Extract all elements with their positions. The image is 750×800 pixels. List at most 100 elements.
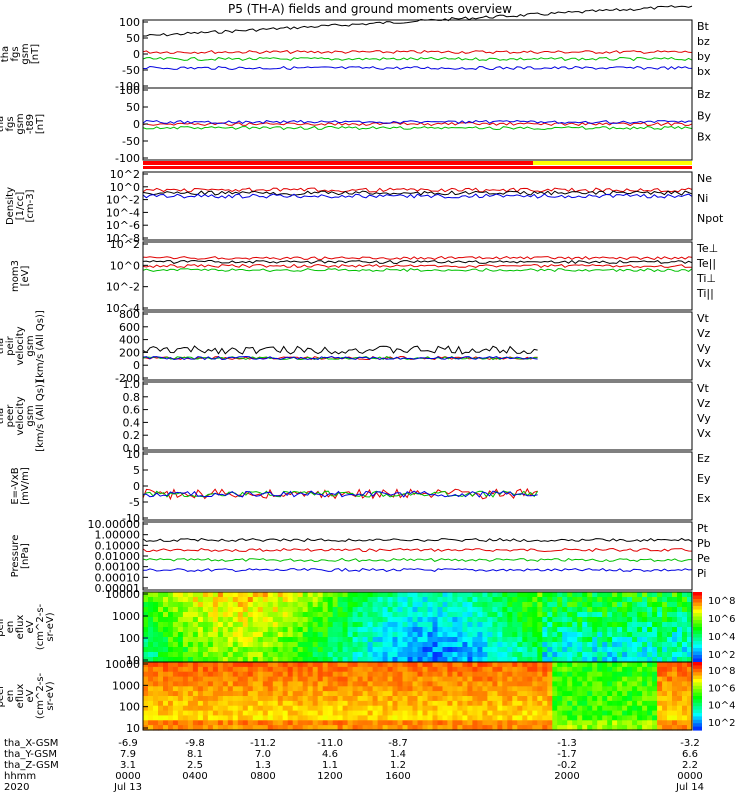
heat-cell <box>502 632 508 638</box>
heat-cell <box>357 647 364 653</box>
heat-cell <box>502 657 508 663</box>
heat-cell <box>507 720 513 726</box>
heat-cell <box>163 642 169 648</box>
heat-cell <box>492 612 498 618</box>
heat-cell <box>227 607 234 613</box>
heat-cell <box>232 657 239 663</box>
heat-cell <box>677 652 683 658</box>
heat-cell <box>492 681 498 687</box>
heat-cell <box>632 637 638 643</box>
heat-cell <box>153 597 159 603</box>
panel-frame <box>142 521 693 591</box>
heat-cell <box>417 632 424 638</box>
heat-cell <box>552 691 558 697</box>
heat-cell <box>647 710 653 717</box>
heat-cell <box>272 710 279 717</box>
heat-cell <box>507 607 513 613</box>
heat-cell <box>332 607 339 613</box>
heat-cell <box>482 642 488 648</box>
heat-cell <box>607 617 613 623</box>
heat-cell <box>667 671 673 678</box>
heat-cell <box>472 622 478 628</box>
heat-cell <box>652 686 658 692</box>
heat-cell <box>217 725 224 731</box>
heat-cell <box>347 662 354 668</box>
heat-cell <box>552 642 558 648</box>
heat-cell <box>237 662 244 668</box>
heat-cell <box>437 612 444 618</box>
heat-cell <box>562 696 568 702</box>
heat-cell <box>407 725 414 731</box>
heat-cell <box>282 696 289 702</box>
heat-cell <box>672 602 678 608</box>
heat-cell <box>417 612 424 618</box>
heat-cell <box>462 597 468 603</box>
heat-cell <box>497 671 503 678</box>
heat-cell <box>597 632 603 638</box>
heat-cell <box>377 607 384 613</box>
heat-cell <box>267 607 274 613</box>
heat-cell <box>552 725 558 731</box>
legend-entry: Bz <box>697 88 711 101</box>
heat-cell <box>158 602 164 608</box>
heat-cell <box>237 705 244 712</box>
heat-cell <box>312 705 319 712</box>
heat-cell <box>182 607 189 613</box>
heat-cell <box>507 676 513 683</box>
heat-cell <box>552 676 558 683</box>
heat-cell <box>632 597 638 603</box>
heat-cell <box>427 691 434 697</box>
heat-cell <box>347 627 354 633</box>
heat-cell <box>327 715 334 721</box>
heat-cell <box>148 607 154 613</box>
heat-cell <box>148 647 154 653</box>
heat-cell <box>632 602 638 608</box>
heat-cell <box>158 597 164 603</box>
heat-cell <box>432 700 439 707</box>
heat-cell <box>627 700 633 707</box>
heat-cell <box>347 597 354 603</box>
heat-cell <box>617 622 623 628</box>
heat-cell <box>212 647 219 653</box>
heat-cell <box>327 592 334 598</box>
legend-entry: Npot <box>697 212 724 225</box>
heat-cell <box>382 652 389 658</box>
heat-cell <box>202 696 209 702</box>
heat-cell <box>632 666 638 673</box>
heat-cell <box>452 657 458 663</box>
heat-cell <box>562 725 568 731</box>
heat-cell <box>547 592 553 598</box>
heat-cell <box>207 612 214 618</box>
heat-cell <box>207 700 214 707</box>
colorbar-swatch <box>693 599 702 604</box>
heat-cell <box>247 622 254 628</box>
heat-cell <box>582 710 588 717</box>
heat-cell <box>682 652 688 658</box>
heat-cell <box>512 720 518 726</box>
heat-cell <box>577 642 583 648</box>
colorbar-swatch <box>693 682 702 687</box>
heat-cell <box>257 622 264 628</box>
heat-cell <box>417 617 424 623</box>
heat-cell <box>587 691 593 697</box>
heat-cell <box>657 681 663 687</box>
heat-cell <box>192 681 199 687</box>
heat-cell <box>417 700 424 707</box>
heat-cell <box>582 642 588 648</box>
heat-cell <box>457 637 463 643</box>
heat-cell <box>562 652 568 658</box>
heat-cell <box>227 686 234 692</box>
heat-cell <box>622 686 628 692</box>
heat-cell <box>517 696 523 702</box>
heat-cell <box>327 617 334 623</box>
heat-cell <box>447 637 453 643</box>
heat-cell <box>667 592 673 598</box>
colorbar-swatch <box>693 696 702 700</box>
heat-cell <box>647 632 653 638</box>
legend-entry: Ey <box>697 472 711 485</box>
heat-cell <box>612 652 618 658</box>
heat-cell <box>657 632 663 638</box>
heat-cell <box>437 691 444 697</box>
heat-cell <box>552 602 558 608</box>
heat-cell <box>292 666 299 673</box>
